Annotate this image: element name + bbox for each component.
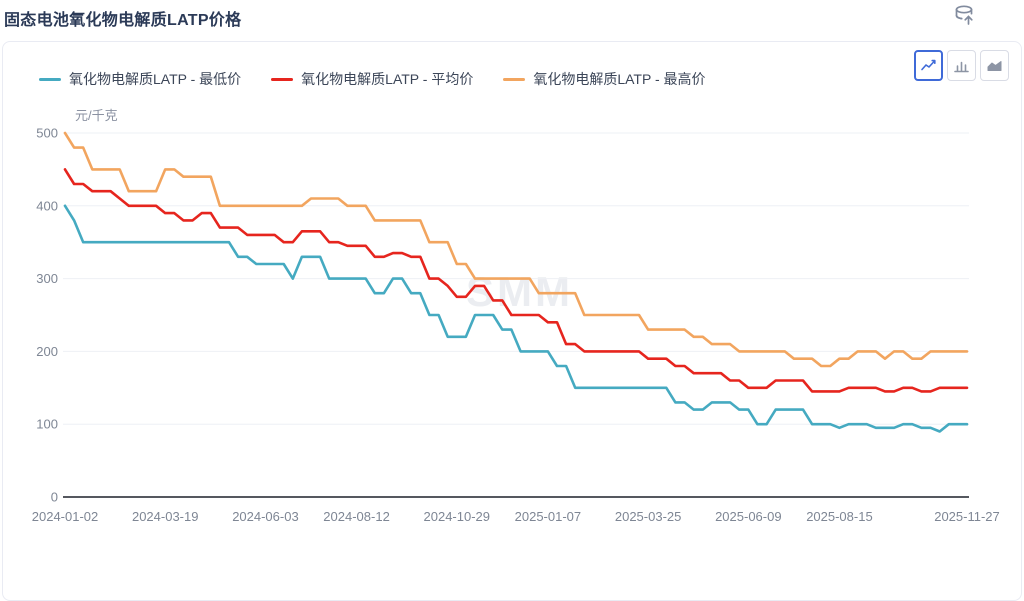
bar-chart-icon	[954, 61, 969, 73]
chart-type-line-button[interactable]	[914, 50, 943, 81]
y-tick-label-500: 500	[36, 126, 58, 141]
y-axis-unit-label: 元/千克	[75, 108, 118, 123]
x-tick-label-2025-08-15: 2025-08-15	[806, 509, 873, 524]
series-line-avg-price	[63, 168, 969, 393]
area-chart-icon	[987, 61, 1002, 71]
x-tick-label-2025-11-27: 2025-11-27	[934, 509, 1000, 524]
legend-swatch-min	[39, 77, 61, 81]
y-tick-label-400: 400	[36, 198, 58, 213]
x-tick-label-2024-10-29: 2024-10-29	[424, 509, 491, 524]
chart-type-area-button[interactable]	[980, 50, 1009, 81]
chart-type-toggle-group	[914, 50, 1009, 81]
legend-item-min-price[interactable]: 氧化物电解质LATP - 最低价	[39, 69, 241, 89]
y-tick-label-300: 300	[36, 271, 58, 286]
chart-card: 氧化物电解质LATP - 最低价 氧化物电解质LATP - 平均价 氧化物电解质…	[2, 41, 1022, 601]
legend-swatch-max	[503, 77, 526, 81]
database-export-icon	[955, 5, 973, 25]
legend-label-min: 氧化物电解质LATP - 最低价	[69, 71, 242, 87]
y-tick-label-200: 200	[36, 344, 58, 359]
export-data-button[interactable]	[950, 3, 980, 31]
x-tick-label-2025-06-09: 2025-06-09	[715, 509, 782, 524]
legend-swatch-avg	[271, 77, 294, 81]
chart-legend: 氧化物电解质LATP - 最低价 氧化物电解质LATP - 平均价 氧化物电解质…	[39, 69, 706, 89]
series-line-min-price	[63, 204, 969, 433]
x-tick-label-2025-01-07: 2025-01-07	[515, 509, 582, 524]
line-chart-icon	[921, 59, 936, 71]
x-tick-label-2024-08-12: 2024-08-12	[323, 509, 390, 524]
y-tick-label-100: 100	[36, 417, 58, 432]
legend-label-avg: 氧化物电解质LATP - 平均价	[301, 71, 474, 87]
x-tick-label-2024-01-02: 2024-01-02	[32, 509, 99, 524]
page-title: 固态电池氧化物电解质LATP价格	[4, 12, 242, 29]
series-line-max-price	[63, 131, 969, 368]
price-chart-svg: 0 100 200 300 400 500 2024-01-02 2024-03-19 2024…	[32, 126, 1000, 525]
legend-label-max: 氧化物电解质LATP - 最高价	[533, 71, 706, 87]
chart-type-bar-button[interactable]	[947, 50, 976, 81]
legend-item-max-price[interactable]: 氧化物电解质LATP - 最高价	[503, 69, 706, 89]
y-tick-label-0: 0	[51, 490, 58, 505]
smm-watermark: SMM	[466, 268, 573, 315]
legend-item-avg-price[interactable]: 氧化物电解质LATP - 平均价	[271, 69, 473, 89]
latp-price-page: 固态电池氧化物电解质LATP价格	[2, 3, 1022, 601]
x-tick-label-2024-06-03: 2024-06-03	[232, 509, 299, 524]
x-tick-label-2025-03-25: 2025-03-25	[615, 509, 682, 524]
x-tick-label-2024-03-19: 2024-03-19	[132, 509, 199, 524]
